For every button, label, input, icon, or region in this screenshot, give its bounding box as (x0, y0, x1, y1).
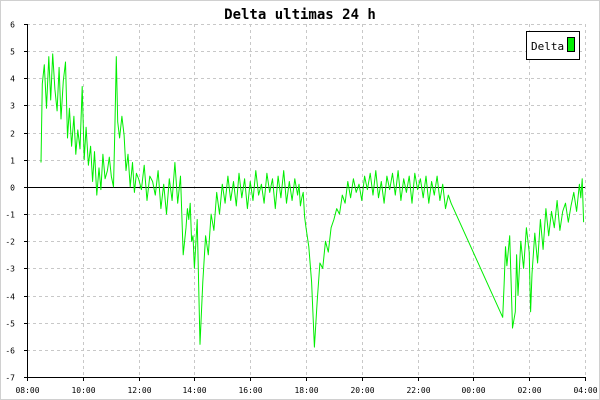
chart-title: Delta ultimas 24 h (224, 7, 376, 23)
x-tick-label: 14:00 (182, 386, 206, 395)
y-tick-label: 5 (10, 48, 15, 57)
y-tick-label: 6 (10, 21, 15, 30)
y-tick-label: -4 (5, 293, 15, 302)
y-tick-label: -3 (5, 265, 15, 274)
x-tick-label: 16:00 (238, 386, 262, 395)
y-tick-label: -5 (5, 320, 15, 329)
x-tick-label: 10:00 (71, 386, 95, 395)
x-tick-label: 04:00 (573, 386, 597, 395)
legend: Delta (526, 31, 580, 60)
y-tick-label: 4 (10, 75, 15, 84)
x-axis-ticks: 08:00 10:00 12:00 14:00 16:00 18:00 20:00 22:00… (15, 377, 598, 395)
y-tick-label: -6 (5, 347, 15, 356)
y-tick-label: 0 (10, 184, 15, 193)
x-tick-label: 20:00 (350, 386, 374, 395)
x-tick-label: 00:00 (461, 386, 485, 395)
x-tick-label: 02:00 (517, 386, 541, 395)
y-axis-ticks: 6 5 4 3 2 1 0 -1 -2 -3 -4 -5 -6 -7 (5, 21, 27, 383)
x-tick-label: 22:00 (406, 386, 430, 395)
x-tick-label: 08:00 (15, 386, 39, 395)
y-tick-label: -2 (5, 238, 15, 247)
x-tick-label: 12:00 (127, 386, 151, 395)
x-tick-label: 18:00 (294, 386, 318, 395)
series-line-delta (40, 53, 585, 348)
legend-swatch-delta (567, 37, 575, 52)
y-tick-label: 1 (10, 157, 15, 166)
legend-label-delta: Delta (531, 40, 564, 53)
y-tick-label: -1 (5, 211, 15, 220)
y-tick-label: -7 (5, 374, 15, 383)
y-tick-label: 2 (10, 130, 15, 139)
y-tick-label: 3 (10, 102, 15, 111)
series-layer (40, 53, 585, 348)
